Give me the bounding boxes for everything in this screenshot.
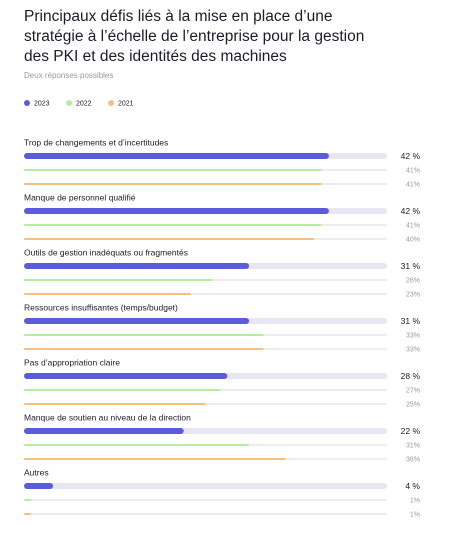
value-label: 33% (406, 346, 420, 353)
bar (24, 183, 322, 185)
value-label: 42 % (401, 206, 421, 216)
legend-marker (108, 100, 114, 106)
legend-label: 2022 (76, 100, 92, 107)
value-label: 33% (406, 332, 420, 339)
value-label: 26% (406, 277, 420, 284)
chart-title: Principaux défis liés à la mise en place… (24, 8, 365, 65)
value-label: 40% (406, 236, 420, 243)
value-label: 36% (406, 456, 420, 463)
value-label: 41% (406, 222, 420, 229)
bar (24, 403, 206, 405)
bar (24, 224, 322, 226)
category-label: Pas d’appropriation claire (24, 357, 120, 367)
bar-track (24, 513, 387, 515)
category-label: Trop de changements et d’incertitudes (24, 137, 168, 147)
value-label: 31 % (401, 316, 421, 326)
value-label: 22 % (401, 426, 421, 436)
value-label: 27% (406, 387, 420, 394)
category-label: Manque de personnel qualifié (24, 192, 136, 202)
category-label: Ressources insuffisantes (temps/budget) (24, 302, 178, 312)
category-label: Autres (24, 467, 49, 477)
bar (24, 318, 250, 324)
value-label: 28 % (401, 371, 421, 381)
bar (24, 208, 329, 214)
bar (24, 389, 221, 391)
bar (24, 373, 228, 379)
chart-subtitle: Deux réponses possibles (24, 71, 113, 80)
value-label: 25% (406, 401, 420, 408)
bar (24, 458, 286, 460)
value-label: 4 % (405, 481, 420, 491)
value-label: 41% (406, 167, 420, 174)
value-label: 31% (406, 442, 420, 449)
legend-label: 2021 (118, 100, 134, 107)
category-label: Manque de soutien au niveau de la direct… (24, 412, 191, 422)
bar (24, 348, 264, 350)
value-label: 42 % (401, 151, 421, 161)
value-label: 1% (410, 511, 420, 518)
bar (24, 428, 184, 434)
legend-marker (66, 100, 72, 106)
bar (24, 238, 315, 240)
bar (24, 279, 213, 281)
value-label: 23% (406, 291, 420, 298)
bar-track (24, 483, 387, 489)
bar (24, 499, 32, 501)
bar (24, 483, 54, 489)
bar (24, 334, 264, 336)
bar (24, 169, 322, 171)
bar (24, 513, 32, 515)
legend-marker (24, 100, 30, 106)
value-label: 41% (406, 181, 420, 188)
bar (24, 153, 329, 159)
value-label: 31 % (401, 261, 421, 271)
value-label: 1% (410, 497, 420, 504)
bar (24, 263, 250, 269)
bar (24, 293, 191, 295)
bar (24, 444, 250, 446)
legend-label: 2023 (34, 100, 50, 107)
category-label: Outils de gestion inadéquats ou fragment… (24, 247, 188, 257)
bar-track (24, 499, 387, 501)
